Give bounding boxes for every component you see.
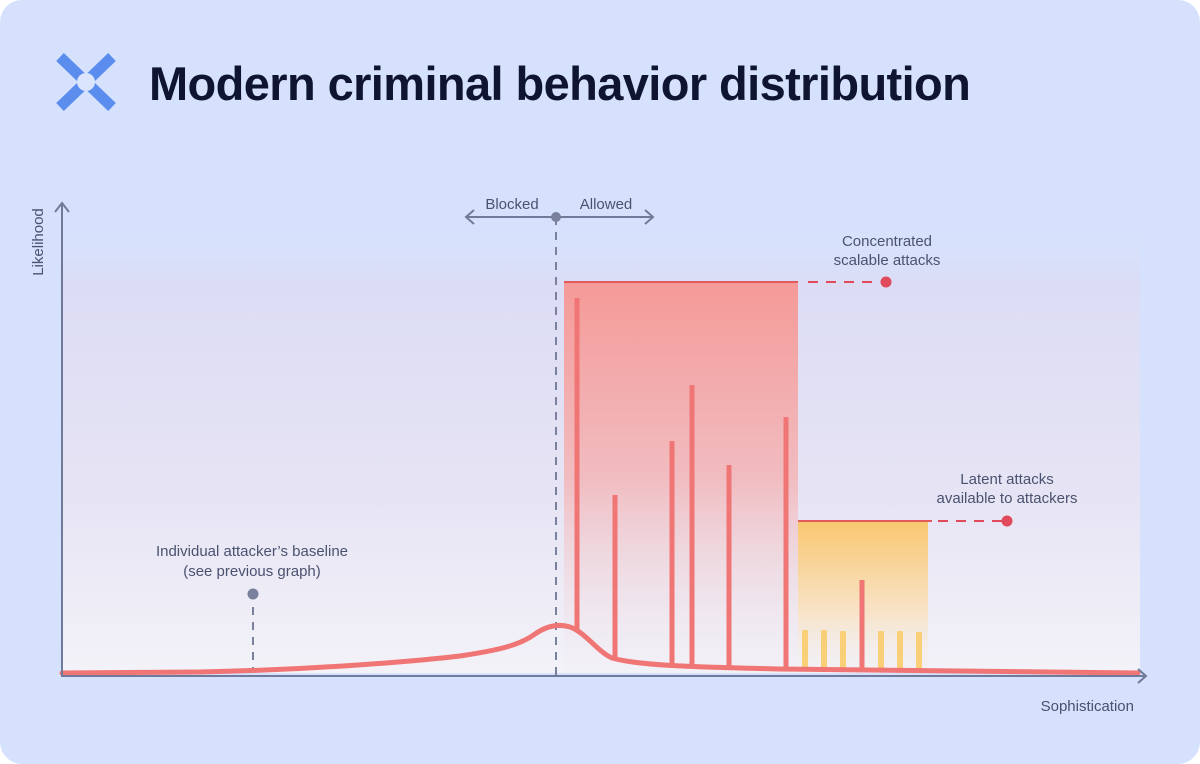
concentrated-attacks-band [564, 282, 798, 673]
baseline-label-line1: Individual attacker’s baseline [156, 543, 348, 560]
blocked-label: Blocked [485, 196, 538, 213]
latent-small-bars [802, 630, 922, 670]
latent-marker [1001, 515, 1013, 527]
threshold-dot [551, 212, 561, 222]
x-axis-label: Sophistication [1041, 698, 1134, 715]
baseline-label-line2: (see previous graph) [183, 563, 321, 580]
allowed-label: Allowed [580, 196, 633, 213]
concentrated-marker [880, 276, 892, 288]
x-cross-logo-icon [56, 53, 116, 111]
y-axis-label: Likelihood [30, 208, 47, 276]
baseline-curve [59, 623, 1141, 676]
concentrated-label-line1: Concentrated [842, 233, 932, 250]
page-title: Modern criminal behavior distribution [149, 57, 971, 110]
y-axis-arrow-icon [54, 201, 70, 213]
baseline-marker [247, 588, 259, 600]
latent-label-line1: Latent attacks [960, 471, 1053, 488]
concentrated-spikes [574, 298, 789, 669]
concentrated-label-line2: scalable attacks [834, 252, 941, 269]
x-axis-arrow-icon [1137, 668, 1148, 684]
left-arrow-icon [464, 209, 475, 225]
right-arrow-icon [644, 209, 655, 225]
latent-label-line2: available to attackers [937, 490, 1078, 507]
